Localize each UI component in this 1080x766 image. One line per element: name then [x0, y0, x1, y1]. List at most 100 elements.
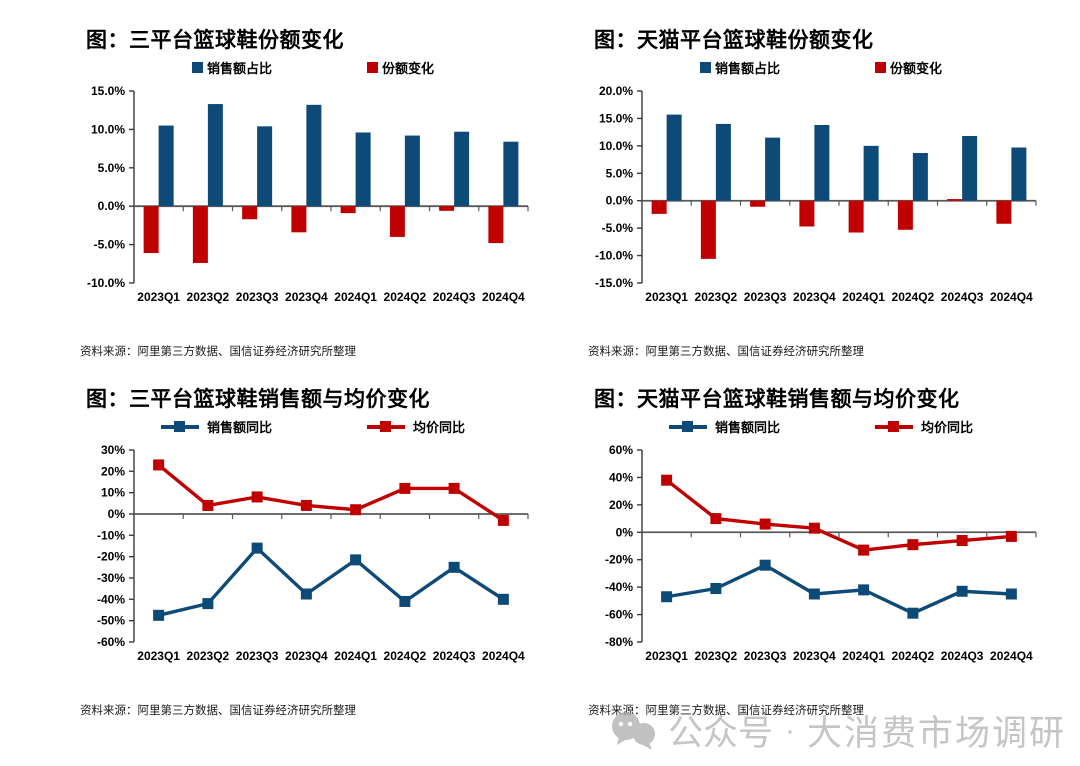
legend-label: 销售额占比	[206, 61, 272, 76]
svg-text:-20%: -20%	[97, 550, 125, 564]
svg-text:-20%: -20%	[605, 553, 633, 567]
svg-text:10%: 10%	[101, 486, 125, 500]
bar-chart-tmall-share: 20.0% 15.0% 10.0% 5.0% 0.0% -5.0% -10.0% -15.0%…	[595, 84, 1037, 304]
svg-text:-30%: -30%	[97, 571, 125, 585]
svg-text:2023Q1: 2023Q1	[137, 649, 180, 663]
legend-item-price-yoy: 均价同比	[367, 417, 465, 436]
svg-text:2023Q1: 2023Q1	[645, 290, 688, 304]
blue-square-swatch-icon	[699, 62, 711, 73]
svg-text:2024Q3: 2024Q3	[433, 649, 476, 663]
svg-text:-40%: -40%	[97, 592, 125, 606]
legend-label: 份额变化	[890, 61, 943, 76]
panel-tmall-sales-price: 图：天猫平台篮球鞋销售额与均价变化 销售额同比 均价同比 60% 40% 20% 0%…	[578, 377, 1064, 718]
source-note: 资料来源：阿里第三方数据、国信证券经济研究所整理	[80, 705, 356, 717]
bar-chart-three-platform-share: 15.0% 10.0% 5.0% 0.0% -5.0% -10.0% 2023Q1 2023Q…	[87, 84, 529, 304]
panel-three-platform-share: 图：三平台篮球鞋份额变化 销售额占比 份额变化 15.0% 10.0% 5.0% 0.…	[70, 18, 556, 359]
legend-item-share-change: 份额变化	[875, 58, 942, 77]
svg-text:2024Q3: 2024Q3	[433, 290, 476, 304]
chart-legend: 销售额占比 份额变化	[578, 58, 1064, 77]
svg-text:20.0%: 20.0%	[599, 84, 633, 98]
svg-text:-60%: -60%	[97, 635, 125, 649]
source-note: 资料来源：阿里第三方数据、国信证券经济研究所整理	[588, 705, 864, 717]
svg-text:2023Q2: 2023Q2	[695, 290, 738, 304]
svg-text:10.0%: 10.0%	[91, 122, 125, 136]
chart-title: 图：天猫平台篮球鞋份额变化	[594, 29, 874, 52]
panel-three-platform-sales-price: 图：三平台篮球鞋销售额与均价变化 销售额同比 均价同比 30% 20% 10% 0% -…	[70, 377, 556, 718]
svg-text:-5.0%: -5.0%	[94, 238, 126, 252]
chart-legend: 销售额占比 份额变化	[70, 58, 556, 77]
svg-text:2024Q2: 2024Q2	[384, 649, 427, 663]
source-note: 资料来源：阿里第三方数据、国信证券经济研究所整理	[588, 346, 864, 358]
svg-text:2023Q3: 2023Q3	[236, 290, 279, 304]
svg-text:2024Q4: 2024Q4	[990, 290, 1033, 304]
svg-text:-60%: -60%	[605, 608, 633, 622]
svg-text:40%: 40%	[609, 470, 633, 484]
charts-grid: 图：三平台篮球鞋份额变化 销售额占比 份额变化 15.0% 10.0% 5.0% 0.…	[70, 18, 1064, 718]
legend-label: 均价同比	[413, 420, 466, 435]
chart-title: 图：三平台篮球鞋份额变化	[86, 29, 344, 52]
svg-text:2023Q1: 2023Q1	[137, 290, 180, 304]
chart-legend: 销售额同比 均价同比	[578, 417, 1064, 436]
red-square-swatch-icon	[367, 62, 378, 73]
svg-text:30%: 30%	[101, 443, 125, 457]
red-line-marker-icon	[367, 420, 405, 432]
svg-text:2024Q2: 2024Q2	[384, 290, 427, 304]
svg-text:2023Q1: 2023Q1	[645, 649, 688, 663]
svg-text:2023Q2: 2023Q2	[695, 649, 738, 663]
svg-text:60%: 60%	[609, 443, 633, 457]
chart-legend: 销售额同比 均价同比	[70, 417, 556, 436]
source-note: 资料来源：阿里第三方数据、国信证券经济研究所整理	[80, 346, 356, 358]
svg-text:2024Q4: 2024Q4	[482, 649, 525, 663]
svg-text:2024Q2: 2024Q2	[892, 649, 935, 663]
svg-text:0.0%: 0.0%	[98, 199, 126, 213]
svg-text:2024Q4: 2024Q4	[482, 290, 525, 304]
panel-tmall-share: 图：天猫平台篮球鞋份额变化 销售额占比 份额变化 20.0% 15.0% 10.0%…	[578, 18, 1064, 359]
legend-label: 均价同比	[921, 420, 974, 435]
svg-text:2023Q2: 2023Q2	[187, 290, 230, 304]
svg-text:2023Q3: 2023Q3	[744, 649, 787, 663]
svg-text:2024Q1: 2024Q1	[842, 290, 885, 304]
svg-text:2023Q4: 2023Q4	[793, 649, 836, 663]
svg-text:2024Q1: 2024Q1	[842, 649, 885, 663]
legend-item-sales-share: 销售额占比	[191, 58, 272, 77]
blue-square-swatch-icon	[191, 62, 203, 73]
svg-text:2023Q4: 2023Q4	[285, 649, 328, 663]
svg-text:0.0%: 0.0%	[606, 194, 634, 208]
blue-line-marker-icon	[668, 420, 707, 432]
svg-text:-50%: -50%	[97, 614, 125, 628]
line-chart-three-platform-sales-price: 30% 20% 10% 0% -10% -20% -30% -40% -50% -60% 2023Q…	[97, 443, 529, 663]
svg-text:5.0%: 5.0%	[98, 161, 126, 175]
svg-text:2023Q3: 2023Q3	[236, 649, 279, 663]
svg-text:2023Q2: 2023Q2	[187, 649, 230, 663]
legend-item-sales-yoy: 销售额同比	[160, 417, 272, 436]
svg-text:-10.0%: -10.0%	[595, 249, 633, 263]
chart-title: 图：天猫平台篮球鞋销售额与均价变化	[594, 388, 960, 411]
svg-text:2024Q2: 2024Q2	[892, 290, 935, 304]
svg-text:5.0%: 5.0%	[606, 166, 634, 180]
svg-text:2024Q1: 2024Q1	[334, 649, 377, 663]
red-square-swatch-icon	[875, 62, 886, 73]
svg-text:-40%: -40%	[605, 580, 633, 594]
legend-label: 销售额占比	[714, 61, 780, 76]
svg-text:20%: 20%	[609, 498, 633, 512]
legend-item-share-change: 份额变化	[367, 58, 434, 77]
svg-text:10.0%: 10.0%	[599, 139, 633, 153]
svg-text:-15.0%: -15.0%	[595, 276, 633, 290]
svg-text:15.0%: 15.0%	[599, 111, 633, 125]
svg-text:2024Q4: 2024Q4	[990, 649, 1033, 663]
svg-text:-10.0%: -10.0%	[87, 276, 125, 290]
legend-item-sales-yoy: 销售额同比	[668, 417, 780, 436]
svg-text:-80%: -80%	[605, 635, 633, 649]
svg-text:2023Q4: 2023Q4	[793, 290, 836, 304]
svg-text:2023Q3: 2023Q3	[744, 290, 787, 304]
svg-text:2023Q4: 2023Q4	[285, 290, 328, 304]
svg-text:0%: 0%	[616, 525, 634, 539]
legend-label: 销售额同比	[206, 420, 272, 435]
legend-label: 份额变化	[382, 61, 435, 76]
legend-item-sales-share: 销售额占比	[699, 58, 780, 77]
svg-text:20%: 20%	[101, 464, 125, 478]
svg-text:-5.0%: -5.0%	[602, 221, 634, 235]
svg-text:-10%: -10%	[97, 528, 125, 542]
svg-text:2024Q1: 2024Q1	[334, 290, 377, 304]
